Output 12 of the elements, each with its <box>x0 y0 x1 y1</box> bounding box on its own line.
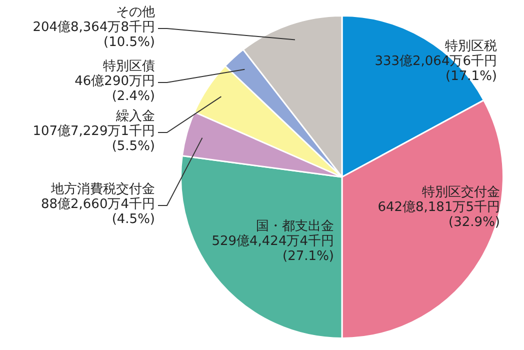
slice-label: 特別区税 <box>445 38 497 54</box>
slice-label: 繰入金 <box>115 108 155 124</box>
slice-label: その他 <box>116 4 155 20</box>
data-label: 46億290万円 (2.4%) <box>74 74 155 104</box>
slice-label: 特別区債 <box>103 58 155 74</box>
data-label: 88億2,660万4千円 (4.5%) <box>40 196 155 227</box>
data-label: 204億8,364万8千円 (10.5%) <box>32 20 155 50</box>
data-label: 529億4,424万4千円 (27.1%) <box>212 234 334 264</box>
slice-label: 特別区交付金 <box>422 184 500 200</box>
slice-label: 国・都支出金 <box>256 218 334 234</box>
slice-label: 地方消費税交付金 <box>50 180 155 197</box>
data-label: 107億7,229万1千円 (5.5%) <box>32 124 155 154</box>
